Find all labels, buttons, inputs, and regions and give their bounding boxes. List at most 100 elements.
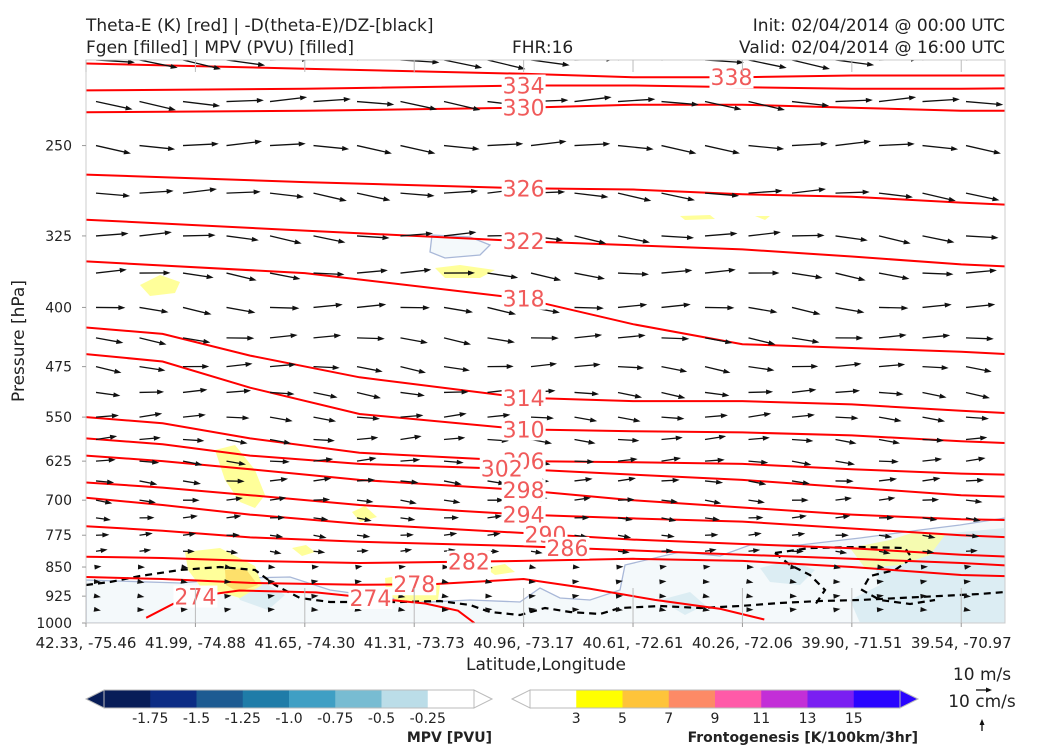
wind-vector-head [495, 514, 503, 520]
wind-vector-head [687, 196, 695, 202]
wind-vector-head [815, 274, 823, 280]
wind-vector-head [811, 363, 819, 369]
theta-e-contour [86, 555, 1005, 578]
wind-vector [139, 144, 173, 150]
wind-vector-head [253, 189, 261, 195]
theta-e-label: 302 [481, 458, 523, 483]
wind-vector [269, 96, 305, 103]
wind-vector-head [763, 412, 772, 418]
wind-vector-head [679, 367, 688, 373]
wind-vector-head [702, 593, 710, 599]
wind-vector-head [615, 579, 623, 585]
wind-vector-head [202, 364, 210, 370]
fgen-fill-region [680, 215, 715, 220]
wind-vector-head [659, 593, 667, 599]
wind-vector-head [892, 439, 901, 445]
wind-vector-head [992, 196, 1000, 202]
wind-vector-head [723, 368, 731, 374]
wind-vector [617, 192, 649, 201]
wind-vector-head [119, 267, 127, 273]
wind-vector-head [285, 417, 293, 423]
wind-vector-head [153, 435, 161, 441]
wind-vector-head [884, 533, 893, 539]
wind-vector [791, 234, 822, 237]
wind-vector-head [238, 460, 247, 466]
wind-vector-head [598, 239, 607, 245]
wind-vector-head [572, 564, 580, 570]
wind-vector [95, 100, 130, 110]
wind-vector-head [799, 514, 807, 520]
wind-vector-head [224, 564, 232, 570]
wind-vector-head [311, 593, 319, 599]
wind-vector-head [377, 336, 385, 342]
wind-vector [748, 190, 780, 194]
wind-vector-head [203, 338, 211, 344]
wind-vector [661, 337, 687, 340]
wind-vector-head [876, 579, 884, 585]
theta-e-label: 314 [503, 387, 545, 412]
wind-vector-head [711, 532, 719, 538]
wind-vector-head [332, 365, 340, 371]
wind-vector [617, 98, 653, 103]
wind-scale-vertical-arrowhead [979, 719, 985, 725]
wind-vector-head [702, 606, 710, 612]
wind-vector-head [754, 531, 762, 537]
wind-vector-head [952, 97, 960, 103]
x-tick-label: 39.90, -71.51 [801, 634, 902, 652]
wind-vector-head [472, 145, 480, 151]
wind-vector-head [152, 459, 160, 465]
wind-vector-head [936, 437, 944, 443]
wind-vector-head [211, 141, 219, 147]
wind-vector-head [839, 549, 848, 555]
wind-vector-head [327, 437, 335, 443]
wind-vector-head [339, 196, 347, 202]
wind-vector-head [548, 388, 556, 394]
wind-vector-head [462, 366, 470, 372]
wind-vector-head [986, 336, 994, 342]
wind-vector-head [384, 149, 392, 155]
wind-vector [182, 100, 218, 107]
wind-vector-head [137, 607, 145, 613]
wind-vector-head [905, 193, 913, 199]
wind-vector-head [972, 533, 980, 539]
wind-vector-head [453, 499, 461, 505]
wind-vector-head [267, 607, 275, 613]
wind-vector-head [127, 60, 135, 65]
wind-vector-head [977, 477, 985, 483]
wind-vector [530, 140, 564, 147]
wind-vector-head [772, 270, 780, 276]
colorbar-swatch [853, 690, 901, 708]
wind-vector-head [311, 606, 319, 612]
wind-vector-head [691, 101, 699, 107]
wind-vector-head [937, 417, 946, 423]
wind-vector-head [516, 141, 524, 147]
wind-vector-head [375, 367, 383, 373]
wind-vector-head [197, 437, 205, 443]
wind-vector-head [860, 236, 868, 242]
wind-vector-head [93, 579, 101, 585]
wind-vector [356, 100, 392, 105]
colorbar-swatch [381, 690, 429, 708]
wind-vector-head [790, 564, 798, 570]
wind-vector-head [164, 230, 172, 236]
x-tick-label: 39.54, -70.97 [911, 634, 1012, 652]
wind-vector-head [242, 415, 250, 421]
theta-e-label: 334 [503, 75, 545, 100]
wind-vector [400, 192, 432, 197]
wind-vector-head [249, 276, 257, 282]
wind-vector-head [420, 339, 428, 345]
wind-vector-head [561, 97, 569, 103]
wind-vector-head [779, 64, 787, 69]
wind-vector-head [858, 276, 866, 282]
colorbar-swatch [576, 690, 623, 708]
wind-vector-head [333, 333, 342, 339]
colorbar-tick-label: 3 [572, 711, 581, 727]
wind-vector [313, 304, 340, 309]
wind-vector [922, 334, 948, 339]
wind-vector-head [806, 438, 814, 443]
wind-vector-head [389, 55, 396, 60]
wind-vector [487, 143, 521, 147]
theta-e-label-bg [392, 573, 437, 596]
wind-vector-head [980, 435, 988, 441]
wind-vector [313, 144, 347, 150]
